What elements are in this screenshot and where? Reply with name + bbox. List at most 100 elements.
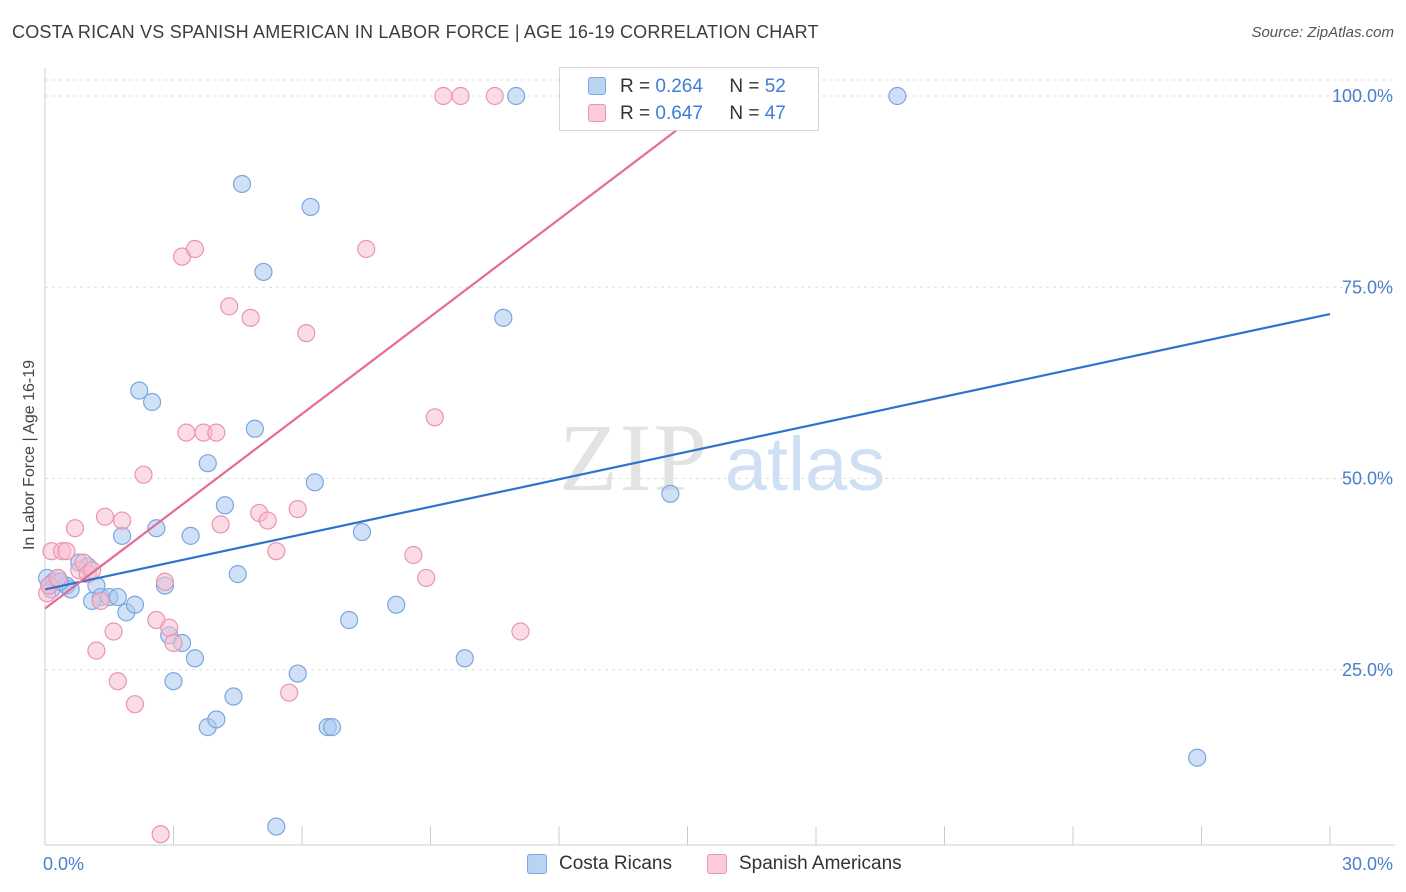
data-point	[494, 308, 513, 327]
data-point	[198, 454, 217, 473]
legend-swatch-pink	[588, 104, 606, 122]
watermark-zip: ZIP	[559, 404, 709, 511]
legend-n-label: N =	[729, 103, 760, 124]
data-point	[288, 500, 307, 519]
data-point	[245, 419, 264, 438]
legend-n-label: N =	[729, 76, 760, 97]
x-tick-label: 30.0%	[1342, 854, 1393, 874]
data-point	[352, 522, 372, 542]
grid-lines	[45, 79, 1395, 671]
data-point	[65, 519, 85, 538]
data-point	[151, 825, 170, 844]
legend-swatch-blue	[588, 77, 606, 95]
x-tick-label: 0.0%	[43, 854, 84, 874]
trend-line-spanish-americans	[44, 95, 723, 610]
data-point	[185, 239, 205, 259]
data-point	[164, 672, 183, 691]
data-point	[451, 86, 470, 106]
data-point	[48, 568, 67, 588]
data-point	[340, 610, 359, 630]
trend-line-costa-ricans	[44, 312, 1331, 591]
data-point	[177, 423, 196, 442]
data-point	[220, 297, 239, 316]
chart-source: Source: ZipAtlas.com	[1251, 24, 1394, 41]
data-point	[1188, 748, 1207, 767]
data-point	[207, 423, 226, 442]
data-point	[322, 718, 342, 737]
trend-lines	[44, 95, 1331, 610]
data-point	[404, 545, 423, 565]
data-point	[661, 484, 680, 503]
tick-labels: 25.0% 50.0% 75.0% 100.0% 0.0% 30.0%	[43, 86, 1393, 874]
data-point	[280, 683, 299, 702]
data-point	[155, 572, 175, 591]
data-point	[160, 618, 179, 637]
data-point	[112, 511, 132, 530]
data-point	[267, 817, 286, 836]
data-point	[232, 174, 252, 194]
axes	[44, 68, 1395, 846]
data-point	[241, 308, 260, 327]
data-point	[254, 262, 273, 282]
legend-box: R = 0.264 N = 52 R = 0.647 N = 47	[559, 67, 819, 131]
data-point	[305, 473, 324, 492]
legend-n-value: 47	[764, 103, 786, 124]
data-point	[164, 633, 183, 653]
data-point	[267, 542, 286, 561]
data-point	[507, 86, 526, 106]
y-tick-label: 25.0%	[1342, 660, 1393, 680]
data-point	[130, 381, 149, 400]
data-point	[185, 649, 205, 668]
data-point	[112, 526, 132, 545]
legend-text-pink: R = 0.647 N = 47	[620, 103, 786, 125]
y-tick-label: 50.0%	[1342, 469, 1393, 489]
data-point	[207, 710, 226, 729]
legend-text-blue: R = 0.264 N = 52	[620, 76, 786, 98]
data-point	[297, 324, 316, 343]
data-point	[425, 408, 444, 427]
bottom-legend-label: Costa Ricans	[559, 853, 672, 874]
chart-title: COSTA RICAN VS SPANISH AMERICAN IN LABOR…	[12, 22, 819, 42]
data-point	[57, 542, 76, 561]
legend-n-value: 52	[764, 76, 786, 97]
legend-r-label: R =	[620, 76, 651, 97]
y-tick-label: 100.0%	[1332, 86, 1393, 106]
data-point	[108, 587, 127, 607]
data-point	[125, 595, 145, 614]
data-point	[134, 465, 153, 484]
data-point	[485, 86, 504, 106]
legend-r-value: 0.647	[655, 103, 703, 124]
series-spanish-americans	[38, 86, 710, 844]
data-point	[434, 86, 453, 106]
data-point	[511, 622, 530, 641]
data-point	[147, 519, 166, 538]
data-point	[357, 239, 376, 259]
data-point	[288, 664, 307, 683]
data-point	[91, 591, 110, 611]
data-point	[142, 392, 162, 412]
data-point	[215, 496, 234, 515]
data-point	[95, 507, 115, 526]
legend-r-label: R =	[620, 103, 651, 124]
data-point	[417, 568, 436, 588]
data-point	[387, 595, 406, 614]
data-point	[258, 511, 277, 530]
y-axis-label: In Labor Force | Age 16-19	[21, 360, 38, 550]
data-point	[888, 86, 907, 106]
data-point	[455, 649, 474, 668]
data-point	[211, 515, 230, 534]
data-point	[181, 526, 200, 545]
data-point	[108, 672, 127, 691]
data-point	[104, 622, 123, 641]
data-point	[125, 695, 145, 714]
data-point	[301, 197, 320, 217]
bottom-legend-swatch-blue	[527, 854, 547, 874]
watermark-atlas: atlas	[725, 422, 886, 507]
y-tick-label: 75.0%	[1342, 277, 1393, 297]
data-point	[228, 565, 247, 584]
bottom-legend-label: Spanish Americans	[739, 853, 902, 874]
data-point	[87, 641, 106, 660]
data-point	[224, 687, 243, 706]
bottom-legend-swatch-pink	[707, 854, 727, 874]
